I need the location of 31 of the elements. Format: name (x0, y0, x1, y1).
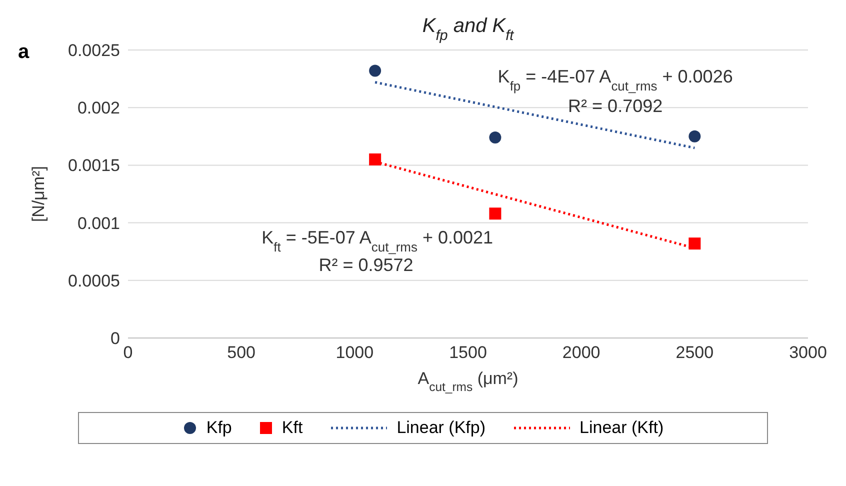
legend-label: Linear (Kfp) (396, 418, 486, 438)
x-tick-label: 1000 (336, 343, 374, 362)
y-tick-label: 0.0005 (68, 271, 120, 290)
x-tick-label: 500 (227, 343, 256, 362)
legend-label: Linear (Kft) (580, 418, 664, 438)
y-tick-label: 0.0015 (68, 156, 120, 176)
text: a (18, 41, 30, 63)
x-axis-title: A$_{cut_rms}$ (μm²) (418, 369, 518, 394)
y-tick-label: 0.001 (77, 214, 120, 233)
y-tick-label: 0.0025 (68, 41, 120, 60)
x-tick-label: 1500 (449, 343, 487, 362)
annotation: K$_{fp}$ = -4E-07 A$_{cut_rms}$ + 0.0026 (498, 66, 733, 93)
x-tick-label: 2000 (562, 343, 600, 362)
annotation: R² = 0.9572 (318, 255, 414, 276)
point (489, 132, 502, 144)
x-tick-label: 3000 (789, 343, 827, 362)
point (369, 153, 382, 166)
x-tick-label: 0 (123, 343, 133, 362)
legend-label: Kft (282, 418, 303, 438)
y-tick-label: 0 (110, 329, 120, 348)
x-tick-label: 2500 (676, 343, 714, 362)
point (688, 238, 701, 250)
y-tick-label: 0.002 (77, 98, 120, 118)
point (369, 64, 382, 77)
point (489, 208, 502, 220)
point (688, 130, 701, 142)
annotation: R² = 0.7092 (568, 96, 663, 116)
chart-title: K$_{fp}$ and K$_{ft}$ (422, 15, 515, 44)
annotation: K$_{ft}$ = -5E-07 A$_{cut_rms}$ + 0.0021 (262, 228, 494, 254)
legend-label: Kfp (206, 418, 232, 438)
y-axis-title: [N/μm²] (29, 166, 48, 222)
